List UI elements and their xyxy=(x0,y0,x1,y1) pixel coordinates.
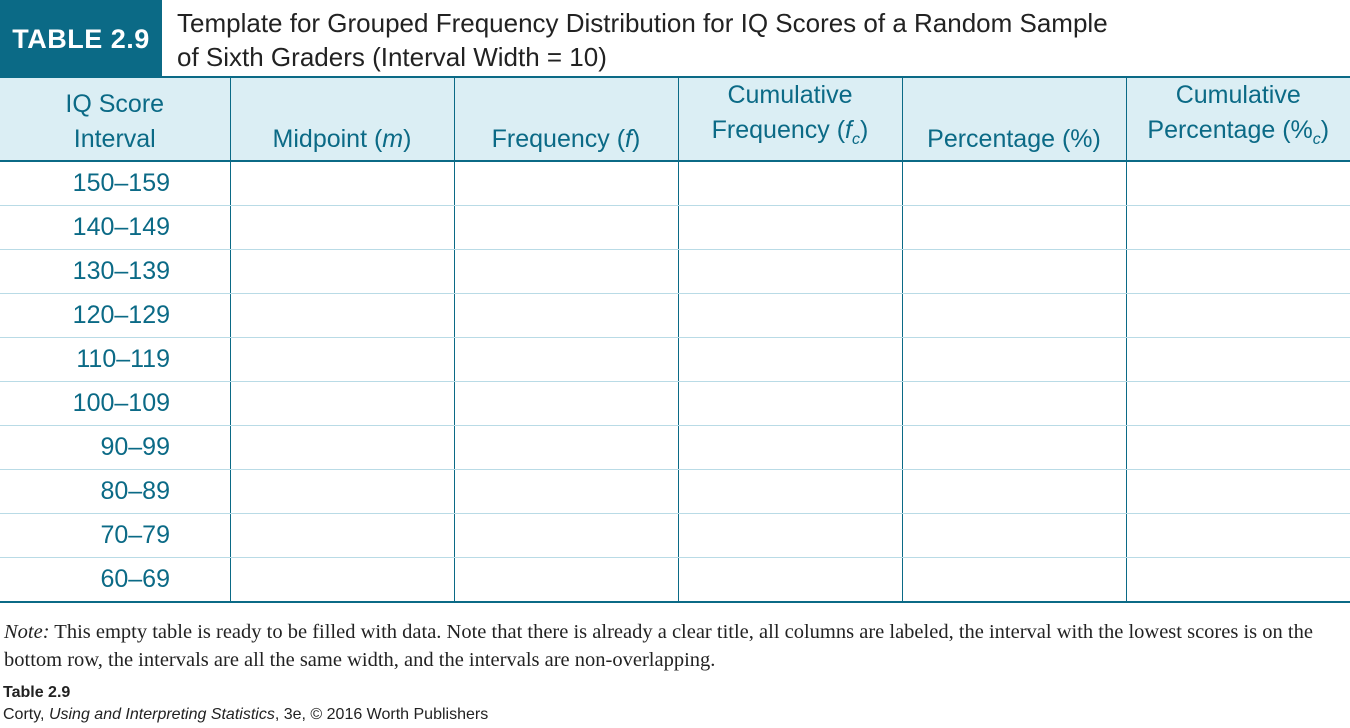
figure-caption: Table 2.9 xyxy=(3,684,71,701)
empty-cell xyxy=(454,249,679,294)
table-row: 120–129 xyxy=(0,293,1350,338)
empty-cell xyxy=(902,513,1127,558)
iq-interval-label: 150–159 xyxy=(72,169,170,197)
empty-cell xyxy=(1126,513,1350,558)
iq-interval-cell: 130–139 xyxy=(0,249,231,294)
iq-interval-label: 70–79 xyxy=(100,521,170,549)
table-title-line-2: of Sixth Graders (Interval Width = 10) xyxy=(177,42,607,72)
empty-cell xyxy=(1126,381,1350,426)
iq-interval-label: 100–109 xyxy=(72,389,170,417)
empty-cell xyxy=(678,469,903,514)
frequency-template-table: IQ Score Interval Midpoint (m) Frequency… xyxy=(0,78,1350,603)
empty-cell xyxy=(678,293,903,338)
empty-cell xyxy=(454,469,679,514)
empty-cell xyxy=(1126,249,1350,294)
iq-interval-label: 130–139 xyxy=(72,257,170,285)
empty-cell xyxy=(230,249,455,294)
source-credit: Corty, Using and Interpreting Statistics… xyxy=(3,706,489,723)
iq-interval-cell: 100–109 xyxy=(0,381,231,426)
table-row: 80–89 xyxy=(0,469,1350,514)
empty-cell xyxy=(902,161,1127,206)
empty-cell xyxy=(454,557,679,603)
table-row: 70–79 xyxy=(0,513,1350,558)
header-frequency: Frequency (f) xyxy=(454,78,679,162)
table-row: 100–109 xyxy=(0,381,1350,426)
iq-interval-cell: 90–99 xyxy=(0,425,231,470)
empty-cell xyxy=(1126,205,1350,250)
empty-cell xyxy=(902,425,1127,470)
header-row: IQ Score Interval Midpoint (m) Frequency… xyxy=(0,78,1350,162)
empty-cell xyxy=(902,293,1127,338)
header-cumulative-frequency: Cumulative Frequency (fc) xyxy=(678,78,903,162)
empty-cell xyxy=(454,293,679,338)
iq-interval-label: 60–69 xyxy=(100,565,170,593)
iq-interval-cell: 60–69 xyxy=(0,557,231,603)
table-title-line-1: Template for Grouped Frequency Distribut… xyxy=(177,8,1108,38)
empty-cell xyxy=(902,337,1127,382)
empty-cell xyxy=(678,381,903,426)
empty-cell xyxy=(1126,293,1350,338)
empty-cell xyxy=(902,381,1127,426)
empty-cell xyxy=(678,249,903,294)
empty-cell xyxy=(230,293,455,338)
empty-cell xyxy=(1126,337,1350,382)
empty-cell xyxy=(454,337,679,382)
empty-cell xyxy=(678,557,903,603)
empty-cell xyxy=(678,161,903,206)
empty-cell xyxy=(1126,161,1350,206)
header-cumulative-percentage: Cumulative Percentage (%c) xyxy=(1126,78,1350,162)
empty-cell xyxy=(902,469,1127,514)
empty-cell xyxy=(902,205,1127,250)
table-row: 110–119 xyxy=(0,337,1350,382)
table-note: Note: This empty table is ready to be fi… xyxy=(4,621,1313,671)
table-row: 90–99 xyxy=(0,425,1350,470)
iq-interval-label: 110–119 xyxy=(76,345,170,373)
header-percentage: Percentage (%) xyxy=(902,78,1127,162)
empty-cell xyxy=(678,205,903,250)
empty-cell xyxy=(230,425,455,470)
empty-cell xyxy=(230,469,455,514)
empty-cell xyxy=(454,513,679,558)
header-midpoint: Midpoint (m) xyxy=(230,78,455,162)
empty-cell xyxy=(230,381,455,426)
empty-cell xyxy=(902,557,1127,603)
table-row: 150–159 xyxy=(0,161,1350,206)
empty-cell xyxy=(678,513,903,558)
iq-interval-cell: 150–159 xyxy=(0,161,231,206)
table-number-badge: TABLE 2.9 xyxy=(0,0,162,78)
empty-cell xyxy=(230,337,455,382)
table-row: 130–139 xyxy=(0,249,1350,294)
empty-cell xyxy=(454,381,679,426)
empty-cell xyxy=(454,425,679,470)
iq-interval-label: 120–129 xyxy=(72,301,170,329)
iq-interval-label: 80–89 xyxy=(100,477,170,505)
iq-interval-cell: 110–119 xyxy=(0,337,231,382)
empty-cell xyxy=(454,161,679,206)
iq-interval-cell: 120–129 xyxy=(0,293,231,338)
empty-cell xyxy=(678,425,903,470)
table-title: Template for Grouped Frequency Distribut… xyxy=(177,6,1277,74)
empty-cell xyxy=(230,557,455,603)
table-row: 140–149 xyxy=(0,205,1350,250)
iq-interval-cell: 80–89 xyxy=(0,469,231,514)
table-title-bar: TABLE 2.9 Template for Grouped Frequency… xyxy=(0,0,1350,78)
empty-cell xyxy=(1126,469,1350,514)
empty-cell xyxy=(230,205,455,250)
empty-cell xyxy=(1126,557,1350,603)
empty-cell xyxy=(454,205,679,250)
empty-cell xyxy=(678,337,903,382)
iq-interval-cell: 70–79 xyxy=(0,513,231,558)
title-divider xyxy=(162,76,1350,78)
header-iq-score-interval: IQ Score Interval xyxy=(0,78,231,162)
empty-cell xyxy=(1126,425,1350,470)
table-row: 60–69 xyxy=(0,557,1350,603)
empty-cell xyxy=(230,161,455,206)
iq-interval-cell: 140–149 xyxy=(0,205,231,250)
iq-interval-label: 90–99 xyxy=(100,433,170,461)
empty-cell xyxy=(230,513,455,558)
iq-interval-label: 140–149 xyxy=(72,213,170,241)
table-body: 150–159 140–149 130–139 120–129 110–119 100–1… xyxy=(0,161,1350,603)
empty-cell xyxy=(902,249,1127,294)
